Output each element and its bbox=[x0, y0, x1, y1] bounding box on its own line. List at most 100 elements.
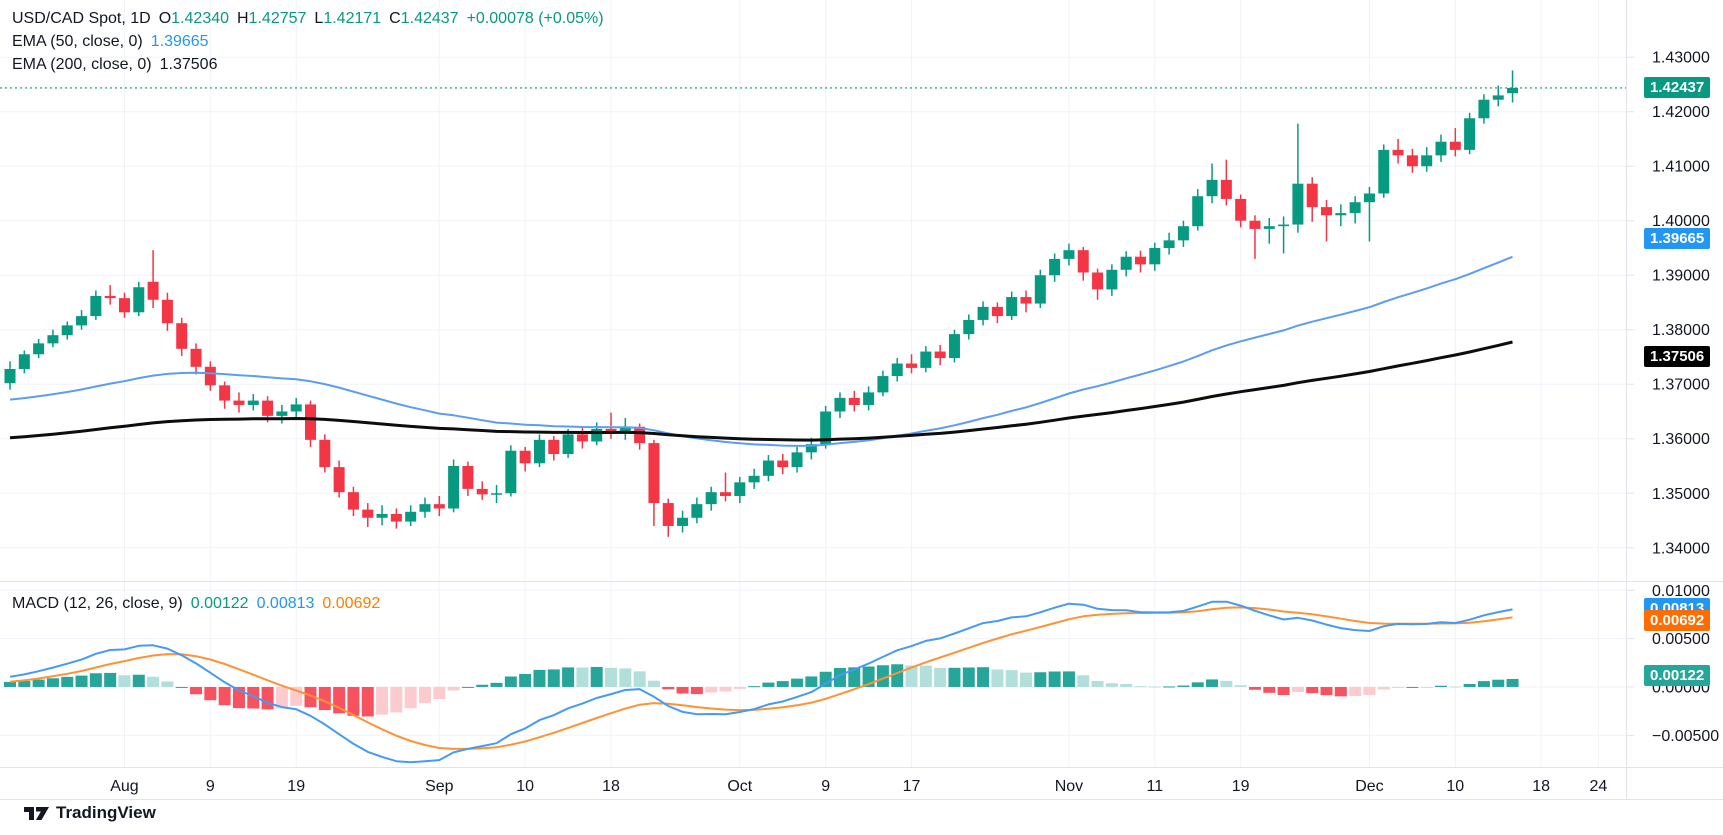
price-axis-tick: 1.36000 bbox=[1652, 431, 1710, 448]
candle-body bbox=[533, 439, 545, 464]
candle-body bbox=[147, 281, 159, 300]
macd-histogram-bar bbox=[1320, 686, 1333, 696]
candle-body bbox=[662, 503, 674, 526]
macd-legend-row[interactable]: MACD (12, 26, close, 9) 0.00122 0.00813 … bbox=[12, 592, 380, 615]
macd-histogram-bar bbox=[147, 676, 160, 687]
macd-histogram-bar bbox=[919, 665, 932, 687]
candle-body bbox=[720, 492, 731, 496]
macd-histogram-bar bbox=[647, 680, 660, 687]
macd-histogram-bar bbox=[1334, 686, 1347, 697]
macd-histogram-bar bbox=[891, 664, 904, 687]
macd-histogram-bar bbox=[662, 686, 675, 690]
candle-body bbox=[777, 460, 789, 468]
candle-body bbox=[1192, 196, 1204, 227]
ema200-value: 1.37506 bbox=[159, 55, 218, 73]
candle-body bbox=[319, 439, 331, 468]
macd-histogram-bar bbox=[1306, 686, 1319, 694]
macd-histogram-bar bbox=[1363, 686, 1376, 695]
price-axis-tick: 1.37000 bbox=[1652, 377, 1710, 394]
time-axis-tick: 10 bbox=[1446, 778, 1464, 795]
candle-body bbox=[1363, 193, 1375, 203]
tradingview-logo-text: TradingView bbox=[56, 803, 156, 822]
open-label: O bbox=[158, 9, 172, 27]
candle-body bbox=[762, 460, 774, 476]
macd-histogram-bar bbox=[633, 671, 646, 687]
macd-histogram-bar bbox=[819, 671, 832, 687]
candle-body bbox=[1106, 269, 1118, 290]
candle-body bbox=[805, 444, 817, 453]
macd-histogram-bar bbox=[862, 666, 875, 687]
macd-histogram-bar bbox=[1005, 670, 1018, 687]
high-label: H bbox=[237, 9, 249, 27]
chart-canvas[interactable]: 1.43000 1.42000 1.41000 1.40000 1.39000 1.380… bbox=[0, 0, 1723, 800]
price-axis-tick: 1.42000 bbox=[1652, 104, 1710, 121]
ema50-value: 1.39665 bbox=[150, 32, 209, 50]
symbol-legend-row[interactable]: USD/CAD Spot, 1D O 1.42340 H 1.42757 L 1.42… bbox=[12, 7, 604, 30]
high-value: 1.42757 bbox=[248, 9, 307, 27]
close-label: C bbox=[389, 9, 401, 27]
time-axis-tick: 10 bbox=[516, 778, 534, 795]
candle-body bbox=[505, 450, 517, 494]
candle-body bbox=[1006, 297, 1018, 317]
candle-body bbox=[219, 385, 231, 401]
macd-histogram-bar bbox=[1463, 684, 1476, 687]
candle-body bbox=[1235, 198, 1247, 221]
time-axis-tick: 9 bbox=[206, 778, 215, 795]
candle-body bbox=[376, 513, 388, 518]
macd-signal-line bbox=[9, 606, 1513, 750]
macd-histogram-bar bbox=[504, 676, 517, 687]
price-axis-tick: 1.39000 bbox=[1652, 268, 1710, 285]
candle-body bbox=[934, 351, 946, 359]
macd-histogram-bar bbox=[361, 686, 374, 717]
macd-histogram-bar bbox=[934, 667, 947, 687]
candle-body bbox=[247, 400, 259, 405]
macd-histogram-bar bbox=[1406, 686, 1419, 688]
macd-signal-value: 0.00692 bbox=[322, 594, 381, 612]
macd-histogram-bar bbox=[61, 676, 74, 687]
candle-body bbox=[1321, 207, 1333, 216]
candle-body bbox=[76, 316, 88, 326]
candle-body bbox=[1220, 179, 1232, 199]
macd-histogram-bar bbox=[1191, 682, 1204, 687]
macd-histogram-bar bbox=[1506, 678, 1519, 687]
macd-axis-tick: −0.00500 bbox=[1652, 728, 1719, 745]
candle-body bbox=[433, 504, 445, 509]
macd-histogram-bar bbox=[776, 681, 789, 687]
macd-histogram-bar bbox=[1377, 686, 1390, 690]
ema50-label: EMA (50, close, 0) bbox=[12, 32, 143, 50]
tradingview-logo[interactable]: TradingView bbox=[24, 803, 156, 823]
price-axis-badge: 1.42437 bbox=[1644, 77, 1711, 99]
candle-body bbox=[834, 397, 846, 412]
macd-histogram-bar bbox=[848, 667, 861, 687]
macd-histogram-bar bbox=[576, 667, 589, 687]
macd-histogram-bar bbox=[1291, 686, 1304, 692]
time-axis-tick: 9 bbox=[821, 778, 830, 795]
time-axis[interactable] bbox=[0, 768, 1723, 800]
candle-body bbox=[262, 400, 274, 416]
price-axis[interactable] bbox=[1627, 0, 1723, 767]
ema50-line bbox=[9, 255, 1513, 447]
candle-body bbox=[705, 492, 717, 505]
legend: USD/CAD Spot, 1D O 1.42340 H 1.42757 L 1.42… bbox=[12, 7, 604, 76]
candle-body bbox=[1177, 226, 1189, 241]
macd-histogram-bar bbox=[676, 686, 689, 694]
macd-histogram-bar bbox=[719, 686, 732, 692]
macd-histogram-bar bbox=[1492, 679, 1505, 687]
macd-histogram-bar bbox=[991, 669, 1004, 687]
candle-body bbox=[977, 306, 989, 320]
ema200-legend-row[interactable]: EMA (200, close, 0) 1.37506 bbox=[12, 53, 604, 76]
ema50-legend-row[interactable]: EMA (50, close, 0) 1.39665 bbox=[12, 30, 604, 53]
macd-histogram-bar bbox=[261, 686, 274, 710]
time-axis-tick: 19 bbox=[287, 778, 305, 795]
macd-line bbox=[9, 600, 1513, 764]
candle-body bbox=[619, 426, 631, 434]
macd-axis-tick: 0.01000 bbox=[1652, 583, 1710, 600]
candle-body bbox=[1049, 258, 1061, 276]
macd-histogram-bar bbox=[190, 686, 203, 695]
macd-histogram-bar bbox=[275, 686, 288, 709]
candle-body bbox=[204, 366, 216, 386]
symbol-title: USD/CAD Spot, 1D bbox=[12, 9, 151, 27]
candle-body bbox=[305, 404, 317, 440]
candle-body bbox=[90, 295, 102, 317]
